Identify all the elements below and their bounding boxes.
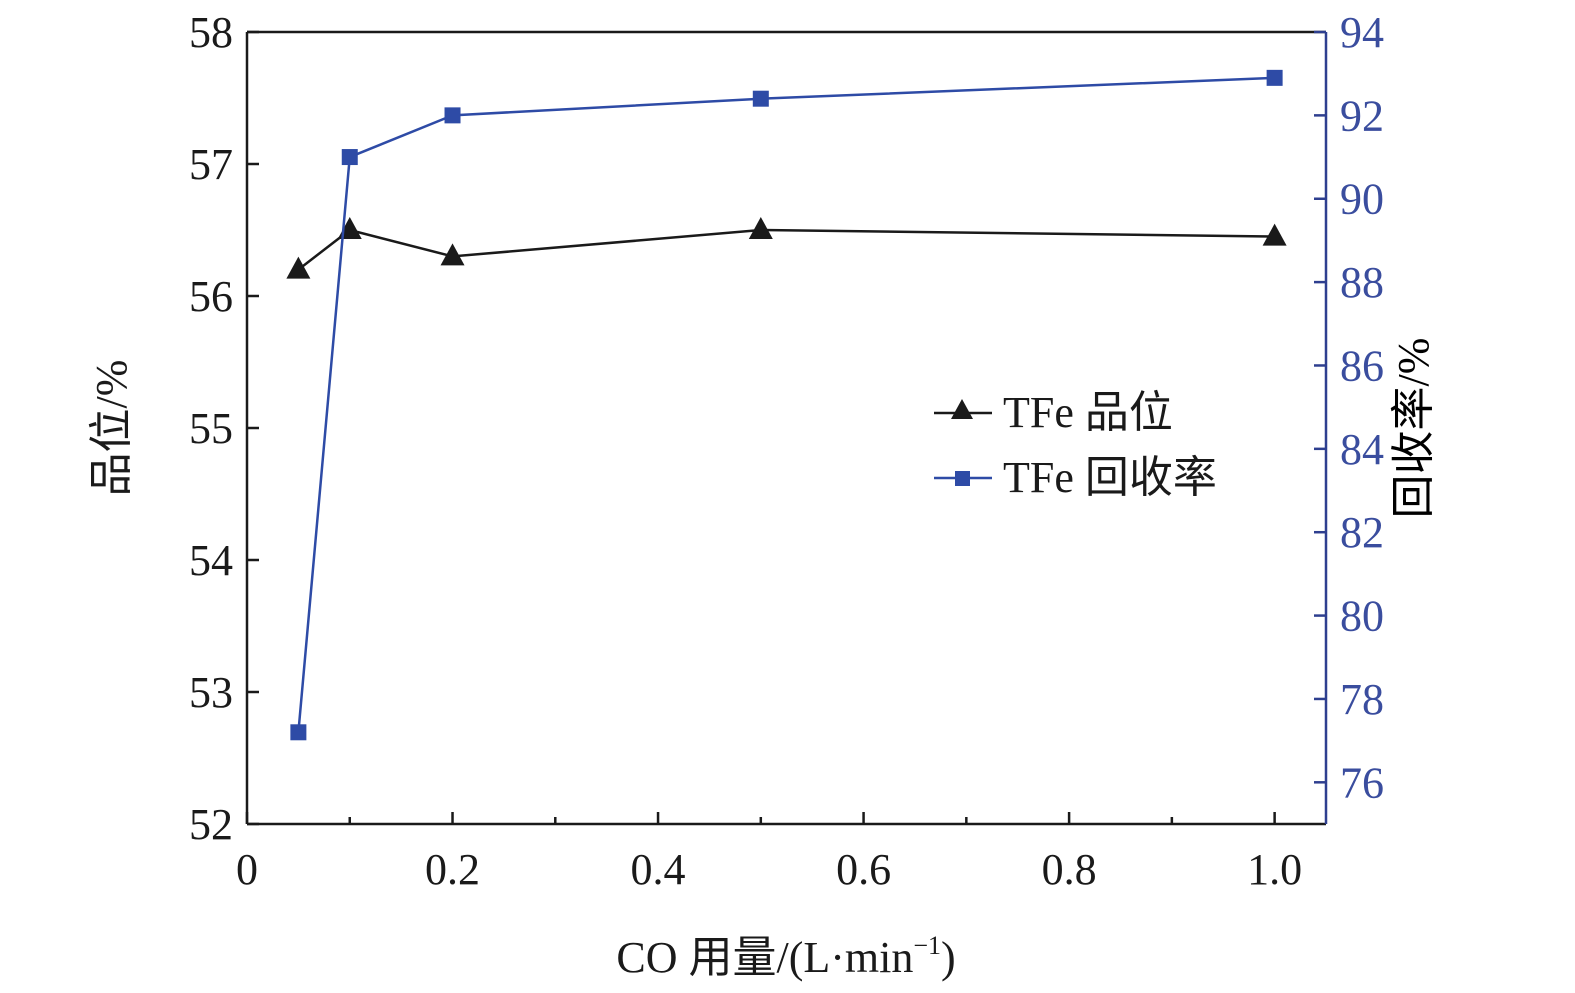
y-left-tick-label: 56 — [189, 272, 233, 321]
y-left-tick-label: 55 — [189, 404, 233, 453]
x-tick-label: 0.6 — [836, 845, 891, 894]
y-right-tick-label: 76 — [1340, 758, 1384, 807]
data-point-triangle — [748, 217, 773, 239]
legend-label-recovery: TFe 回收率 — [1003, 453, 1217, 502]
legend-marker-triangle — [951, 399, 973, 419]
x-axis-title-main: CO 用量/(L·min — [616, 933, 913, 982]
data-point-square — [290, 724, 307, 741]
legend-marker-square — [955, 471, 970, 486]
x-tick-label: 0.4 — [631, 845, 686, 894]
y-left-tick-label: 52 — [189, 800, 233, 849]
data-point-square — [752, 90, 769, 107]
data-point-square — [1266, 69, 1283, 86]
y-left-tick-label: 58 — [189, 8, 233, 57]
y-left-tick-label: 57 — [189, 140, 233, 189]
y-right-tick-label: 88 — [1340, 258, 1384, 307]
legend-label-grade: TFe 品位 — [1003, 388, 1173, 437]
y-axis-left-title: 品位/% — [87, 360, 136, 497]
data-point-triangle — [1262, 223, 1287, 246]
x-tick-label: 0.8 — [1042, 845, 1097, 894]
y-left-tick-label: 53 — [189, 668, 233, 717]
data-point-square — [341, 149, 358, 166]
legend: TFe 品位 TFe 回收率 — [934, 388, 1217, 502]
series-layer — [286, 69, 1287, 741]
y-right-tick-label: 84 — [1340, 425, 1384, 474]
data-point-triangle — [337, 217, 362, 239]
x-axis-title: CO 用量/(L·min−1) — [616, 931, 955, 982]
y-right-tick-label: 78 — [1340, 675, 1384, 724]
x-tick-label: 0.2 — [425, 845, 480, 894]
y-right-tick-label: 90 — [1340, 175, 1384, 224]
y-left-tick-label: 54 — [189, 536, 233, 585]
y-right-tick-label: 82 — [1340, 508, 1384, 557]
y-right-tick-label: 80 — [1340, 592, 1384, 641]
y-right-tick-label: 94 — [1340, 8, 1384, 57]
ticks: 52 53 54 55 56 57 58 76 78 80 82 84 86 88 90 92 94 0 0.2 0.… — [189, 8, 1384, 894]
data-point-square — [444, 107, 461, 124]
data-point-triangle — [440, 243, 465, 266]
x-tick-label: 1.0 — [1247, 845, 1302, 894]
x-axis-title-close: ) — [941, 933, 956, 982]
x-axis-title-superscript: −1 — [913, 931, 941, 960]
x-tick-label: 0 — [236, 845, 258, 894]
y-right-tick-label: 86 — [1340, 341, 1384, 390]
y-right-tick-label: 92 — [1340, 91, 1384, 140]
data-point-triangle — [286, 256, 311, 279]
y-axis-right-title: 回收率/% — [1389, 338, 1438, 519]
